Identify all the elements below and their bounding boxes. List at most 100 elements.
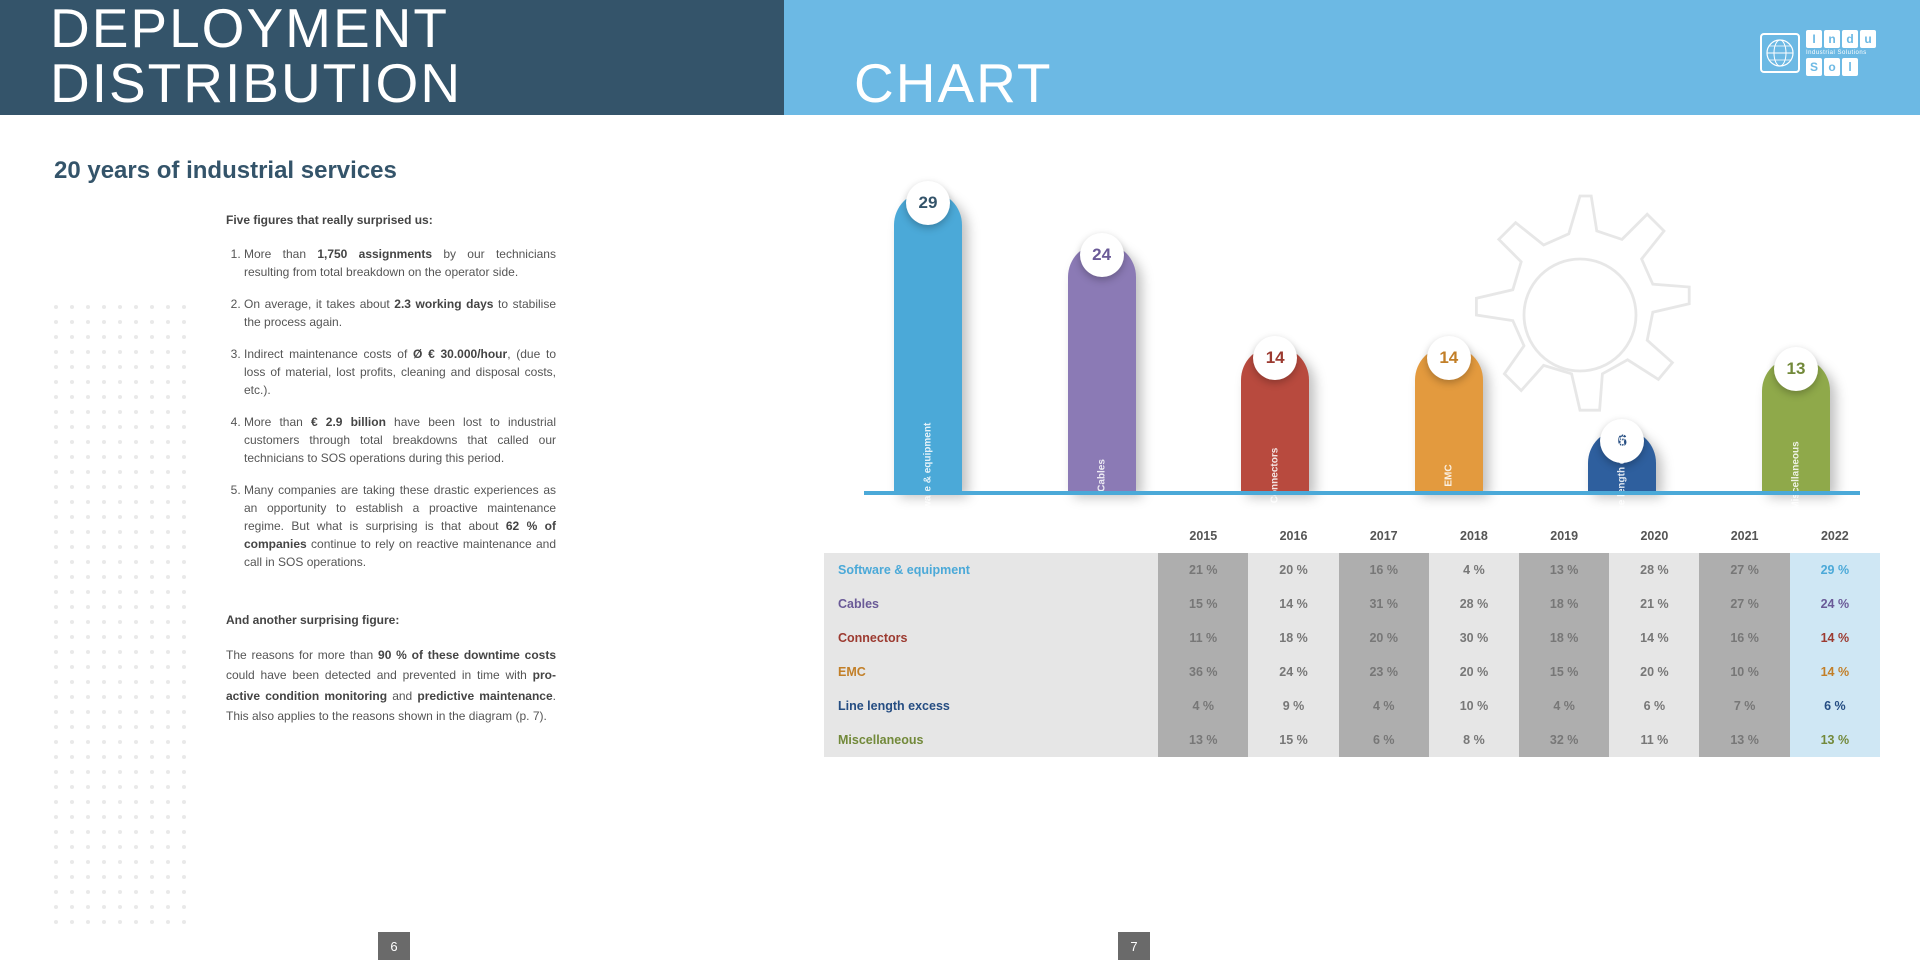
year-header: 2020 — [1609, 519, 1699, 553]
table-cell: 10 % — [1429, 689, 1519, 723]
table-row: Miscellaneous13 %15 %6 %8 %32 %11 %13 %1… — [824, 723, 1880, 757]
table-row: Connectors11 %18 %20 %30 %18 %14 %16 %14… — [824, 621, 1880, 655]
table-cell: 31 % — [1339, 587, 1429, 621]
table-cell: 18 % — [1248, 621, 1338, 655]
figure-item: Indirect maintenance costs of Ø € 30.000… — [244, 345, 556, 399]
figure-item: On average, it takes about 2.3 working d… — [244, 295, 556, 331]
table-cell: 30 % — [1429, 621, 1519, 655]
table-cell: 11 % — [1609, 723, 1699, 757]
data-table: 20152016201720182019202020212022 Softwar… — [824, 519, 1880, 757]
table-cell: 20 % — [1339, 621, 1429, 655]
table-cell: 24 % — [1248, 655, 1338, 689]
logo-char: I — [1806, 30, 1822, 48]
year-header: 2019 — [1519, 519, 1609, 553]
table-cell: 23 % — [1339, 655, 1429, 689]
table-cell: 28 % — [1429, 587, 1519, 621]
year-header: 2015 — [1158, 519, 1248, 553]
table-cell: 14 % — [1790, 621, 1880, 655]
right-page: 29Software & equipment24Cables14Connecto… — [784, 115, 1920, 960]
table-cell: 4 % — [1339, 689, 1429, 723]
table-cell: 20 % — [1429, 655, 1519, 689]
table-cell: 28 % — [1609, 553, 1699, 587]
table-cell: 7 % — [1699, 689, 1789, 723]
table-cell: 13 % — [1699, 723, 1789, 757]
bar: 6Line length excess — [1588, 429, 1656, 491]
table-cell: 9 % — [1248, 689, 1338, 723]
year-header: 2016 — [1248, 519, 1338, 553]
table-cell: 18 % — [1519, 587, 1609, 621]
bar-value: 14 — [1253, 336, 1297, 380]
table-cell: 14 % — [1790, 655, 1880, 689]
logo-char: d — [1842, 30, 1858, 48]
table-row: Software & equipment21 %20 %16 %4 %13 %2… — [824, 553, 1880, 587]
table-cell: 29 % — [1790, 553, 1880, 587]
table-row: Line length excess4 %9 %4 %10 %4 %6 %7 %… — [824, 689, 1880, 723]
row-label: Line length excess — [824, 689, 1158, 723]
bar: 29Software & equipment — [894, 191, 962, 491]
header-right: CHART Indu Industrial Solutions Sol — [784, 0, 1920, 115]
table-cell: 13 % — [1519, 553, 1609, 587]
bar-value: 29 — [906, 181, 950, 225]
bar: 14Connectors — [1241, 346, 1309, 491]
year-header: 2017 — [1339, 519, 1429, 553]
table-cell: 36 % — [1158, 655, 1248, 689]
figures-list: More than 1,750 assignments by our techn… — [226, 245, 556, 571]
logo-char: o — [1824, 58, 1840, 76]
table-cell: 6 % — [1609, 689, 1699, 723]
table-cell: 8 % — [1429, 723, 1519, 757]
table-cell: 16 % — [1339, 553, 1429, 587]
table-cell: 16 % — [1699, 621, 1789, 655]
title-left: DEPLOYMENT DISTRIBUTION — [50, 1, 784, 111]
table-cell: 24 % — [1790, 587, 1880, 621]
section1-title: Five figures that really surprised us: — [226, 213, 556, 227]
table-cell: 14 % — [1609, 621, 1699, 655]
year-header: 2022 — [1790, 519, 1880, 553]
row-label: Miscellaneous — [824, 723, 1158, 757]
logo-char: S — [1806, 58, 1822, 76]
table-cell: 14 % — [1248, 587, 1338, 621]
table-row: EMC36 %24 %23 %20 %15 %20 %10 %14 % — [824, 655, 1880, 689]
table-cell: 27 % — [1699, 587, 1789, 621]
bar-value: 14 — [1427, 336, 1471, 380]
logo-subtext: Industrial Solutions — [1806, 50, 1876, 56]
table-cell: 20 % — [1609, 655, 1699, 689]
bar: 14EMC — [1415, 346, 1483, 491]
bar-name: Miscellaneous — [1790, 441, 1801, 509]
bar-value: 13 — [1774, 347, 1818, 391]
header-left: DEPLOYMENT DISTRIBUTION — [0, 0, 784, 115]
section2-title: And another surprising figure: — [226, 613, 556, 627]
table-cell: 15 % — [1519, 655, 1609, 689]
table-cell: 4 % — [1429, 553, 1519, 587]
logo-char: l — [1842, 58, 1858, 76]
figure-item: Many companies are taking these drastic … — [244, 481, 556, 571]
table-cell: 13 % — [1790, 723, 1880, 757]
bar-name: EMC — [1443, 464, 1454, 486]
table-cell: 18 % — [1519, 621, 1609, 655]
subtitle: 20 years of industrial services — [54, 157, 724, 185]
table-cell: 15 % — [1158, 587, 1248, 621]
figure-item: More than € 2.9 billion have been lost t… — [244, 413, 556, 467]
row-label: Connectors — [824, 621, 1158, 655]
bar: 24Cables — [1068, 243, 1136, 491]
table-cell: 21 % — [1609, 587, 1699, 621]
table-cell: 13 % — [1158, 723, 1248, 757]
section2-para: The reasons for more than 90 % of these … — [226, 645, 556, 727]
year-header: 2021 — [1699, 519, 1789, 553]
table-cell: 15 % — [1248, 723, 1338, 757]
table-cell: 32 % — [1519, 723, 1609, 757]
table-row: Cables15 %14 %31 %28 %18 %21 %27 %24 % — [824, 587, 1880, 621]
chart-axis — [864, 491, 1860, 495]
table-cell: 6 % — [1339, 723, 1429, 757]
bar-name: Line length excess — [1617, 431, 1628, 520]
globe-icon — [1760, 33, 1800, 73]
bar-name: Cables — [1096, 459, 1107, 492]
logo-char: n — [1824, 30, 1840, 48]
bar-value: 24 — [1080, 233, 1124, 277]
table-cell: 6 % — [1790, 689, 1880, 723]
dot-pattern — [54, 305, 194, 945]
title-right: CHART — [854, 56, 1052, 111]
figure-item: More than 1,750 assignments by our techn… — [244, 245, 556, 281]
table-cell: 4 % — [1519, 689, 1609, 723]
brand-logo: Indu Industrial Solutions Sol — [1760, 28, 1880, 78]
left-page: 20 years of industrial services Five fig… — [0, 115, 784, 960]
